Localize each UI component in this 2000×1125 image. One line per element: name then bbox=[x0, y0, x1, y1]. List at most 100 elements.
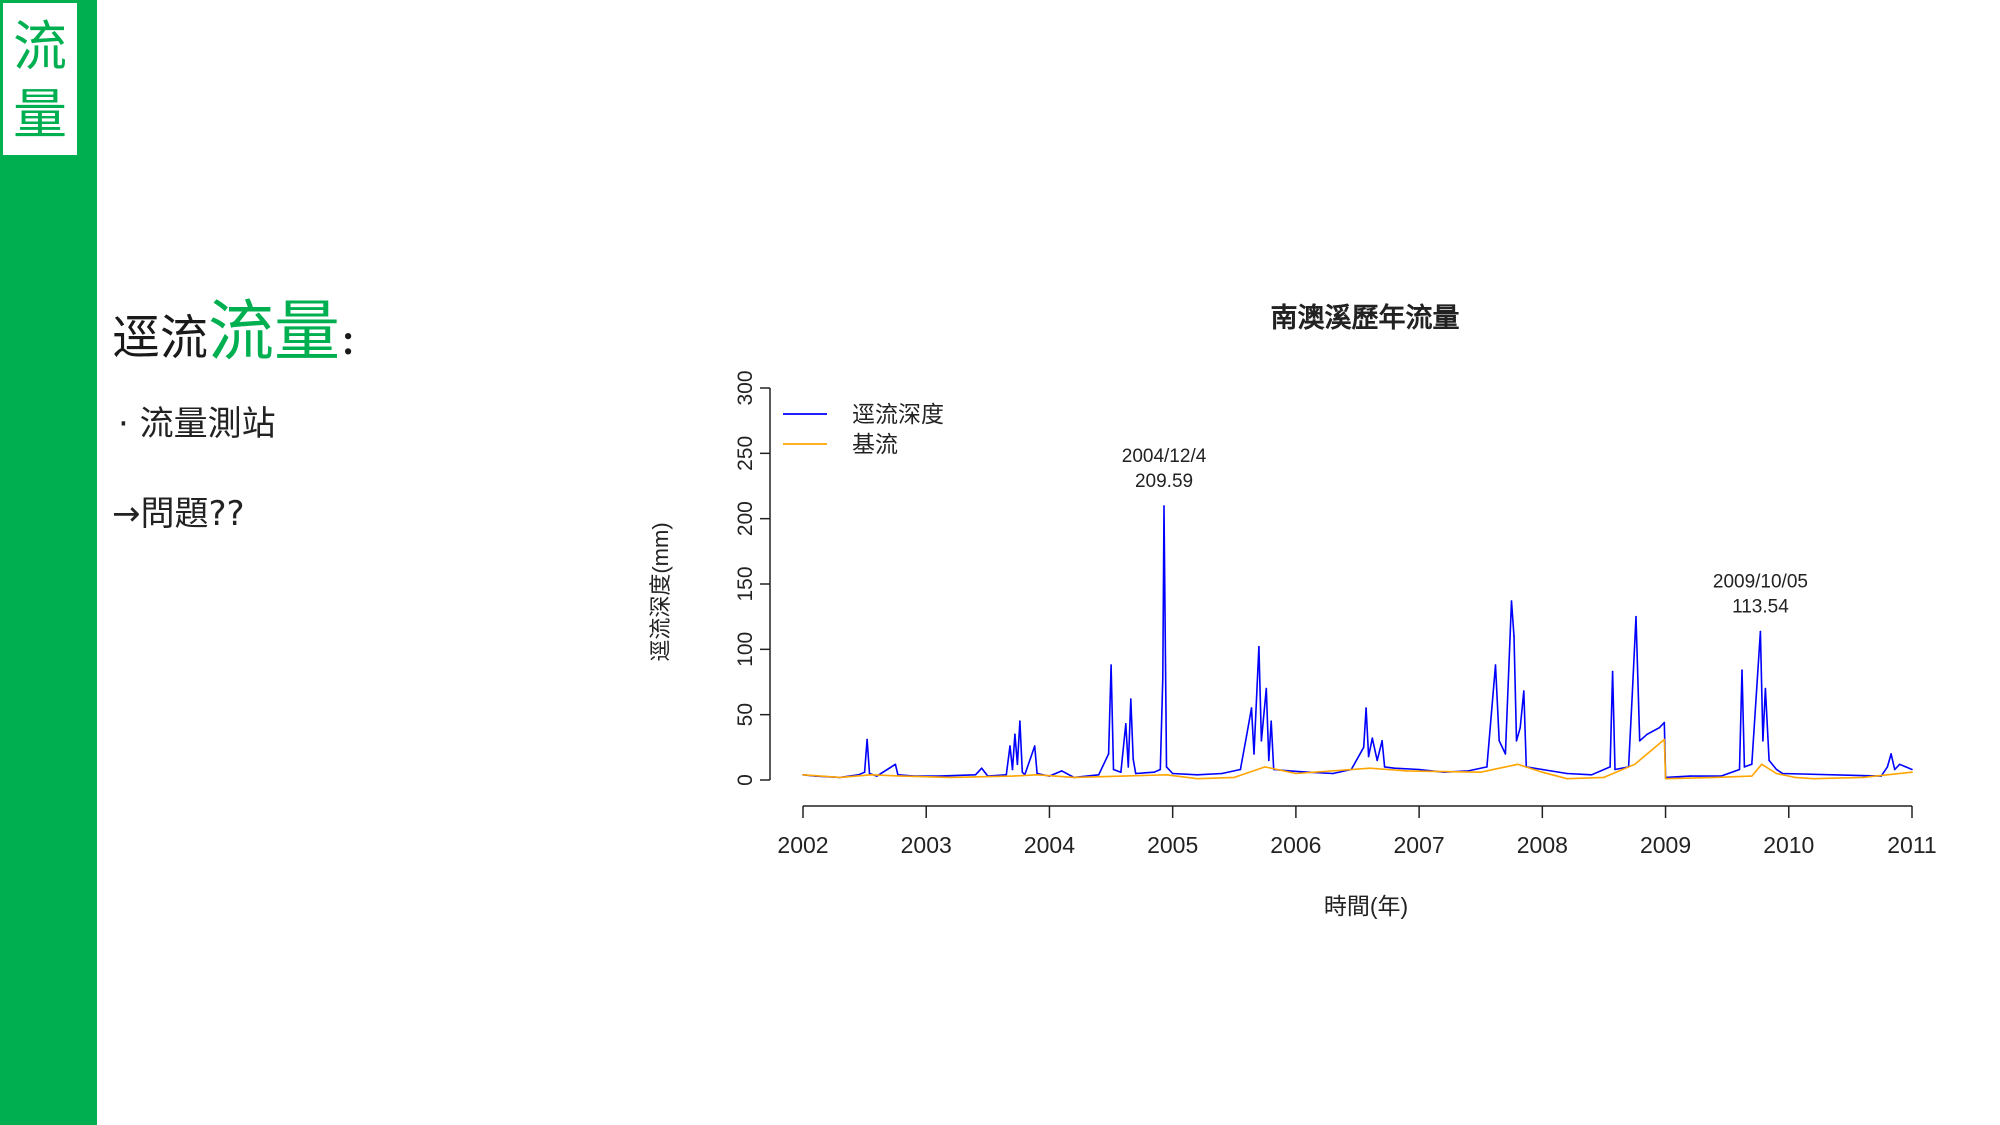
runoff-depth-point bbox=[1911, 768, 1913, 771]
slide-title: 逕流流量: bbox=[112, 278, 356, 374]
x-tick-label: 2002 bbox=[777, 832, 828, 858]
runoff-depth-point bbox=[1265, 687, 1268, 690]
runoff-depth-point bbox=[1510, 600, 1513, 602]
runoff-depth-point bbox=[1768, 759, 1770, 762]
runoff-depth-point bbox=[1519, 726, 1521, 729]
runoff-depth-point bbox=[1132, 758, 1134, 760]
y-tick-label: 100 bbox=[734, 632, 757, 667]
runoff-depth-point bbox=[1061, 770, 1063, 772]
runoff-depth-point bbox=[863, 771, 866, 773]
y-axis: 0 50 100 150 200 250 300 bbox=[734, 370, 771, 786]
runoff-depth-point bbox=[1112, 768, 1115, 771]
chart-title: 南澳溪歷年流量 bbox=[1271, 302, 1460, 333]
sidebar-bar: 流 量 bbox=[0, 0, 97, 1125]
runoff-depth-point bbox=[1245, 734, 1248, 737]
runoff-depth-point bbox=[1515, 740, 1518, 742]
runoff-depth-point bbox=[1165, 766, 1168, 768]
baseflow-point bbox=[950, 776, 952, 779]
runoff-depth-point bbox=[1893, 768, 1896, 771]
baseflow-point bbox=[1911, 771, 1913, 773]
baseflow-point bbox=[1566, 777, 1568, 780]
runoff-chart: 南澳溪歷年流量 逕流深度(mm) 時間(年) 0 50 100 150 200 250 30… bbox=[648, 302, 1937, 919]
runoff-depth-point bbox=[1751, 763, 1753, 766]
runoff-depth-point bbox=[1097, 774, 1100, 776]
runoff-depth-point bbox=[1523, 690, 1525, 692]
y-tick-label: 250 bbox=[734, 436, 757, 471]
baseflow-point bbox=[1406, 770, 1408, 772]
y-tick-label: 200 bbox=[734, 501, 757, 536]
runoff-depth-point bbox=[1376, 759, 1378, 762]
runoff-depth-point bbox=[1268, 759, 1270, 762]
x-tick-label: 2009 bbox=[1640, 832, 1691, 858]
runoff-depth-point bbox=[1689, 775, 1691, 777]
peak-value-label: 113.54 bbox=[1732, 597, 1789, 618]
runoff-depth-point bbox=[1638, 740, 1641, 742]
runoff-depth-point bbox=[1759, 630, 1762, 633]
runoff-depth-point bbox=[1381, 740, 1383, 742]
baseflow-point bbox=[1369, 767, 1371, 769]
x-tick-label: 2006 bbox=[1270, 832, 1321, 858]
x-tick-label: 2003 bbox=[901, 832, 952, 858]
runoff-depth-point bbox=[1258, 645, 1260, 648]
runoff-depth-point bbox=[1609, 766, 1611, 768]
y-tick-label: 300 bbox=[734, 370, 757, 405]
runoff-depth-point bbox=[1741, 669, 1743, 671]
peak-value-label: 209.59 bbox=[1135, 471, 1193, 492]
runoff-depth-point bbox=[1162, 677, 1164, 679]
runoff-depth-point bbox=[1011, 768, 1014, 771]
runoff-depth-point bbox=[1153, 771, 1155, 773]
baseflow-point bbox=[1295, 772, 1297, 775]
runoff-depth-point bbox=[1332, 772, 1334, 775]
runoff-depth-point bbox=[1163, 505, 1165, 507]
baseflow-point bbox=[1541, 771, 1544, 773]
x-tick-label: 2008 bbox=[1517, 832, 1568, 858]
runoff-depth-point bbox=[1486, 766, 1488, 768]
x-tick-label: 2010 bbox=[1763, 832, 1814, 858]
runoff-depth-point bbox=[1631, 693, 1634, 695]
baseflow-point bbox=[1634, 763, 1636, 766]
baseflow-point bbox=[1196, 777, 1199, 780]
runoff-depth-point bbox=[1498, 740, 1500, 742]
baseflow-point bbox=[900, 775, 903, 777]
runoff-depth-point bbox=[1014, 733, 1016, 736]
runoff-depth-point bbox=[1127, 766, 1130, 768]
baseflow-line bbox=[802, 738, 1913, 780]
sidebar-char-2: 量 bbox=[13, 83, 67, 146]
y-tick-label: 150 bbox=[734, 566, 757, 601]
baseflow-point bbox=[1861, 776, 1864, 779]
runoff-depth-point bbox=[1764, 687, 1767, 690]
y-tick-label: 0 bbox=[734, 774, 757, 786]
runoff-depth-point bbox=[1016, 763, 1019, 766]
baseflow-point bbox=[1760, 763, 1763, 766]
baseflow-point bbox=[1036, 774, 1038, 776]
runoff-depth-point bbox=[1743, 766, 1746, 768]
y-tick-label: 50 bbox=[734, 703, 757, 726]
runoff-depth-point bbox=[1504, 753, 1507, 755]
sidebar-char-1: 流 bbox=[13, 15, 67, 78]
runoff-depth-point bbox=[1371, 737, 1374, 739]
runoff-depth-point bbox=[1005, 774, 1008, 776]
runoff-depth-point bbox=[1541, 768, 1544, 771]
runoff-depth-point bbox=[1590, 774, 1593, 776]
runoff-depth-point bbox=[1270, 720, 1272, 722]
runoff-depth-point bbox=[1134, 772, 1137, 775]
runoff-depth-point bbox=[1886, 766, 1889, 768]
series-layer bbox=[802, 505, 1913, 780]
baseflow-point bbox=[870, 774, 872, 776]
runoff-depth-point bbox=[1663, 721, 1666, 724]
baseflow-point bbox=[802, 774, 804, 776]
x-tick-label: 2005 bbox=[1147, 832, 1198, 858]
runoff-depth-point bbox=[980, 767, 983, 769]
runoff-depth-point bbox=[1383, 766, 1386, 768]
runoff-depth-point bbox=[1107, 753, 1110, 755]
runoff-depth-point bbox=[1393, 767, 1396, 769]
runoff-depth-point bbox=[1614, 768, 1616, 771]
runoff-depth-point bbox=[1362, 746, 1365, 749]
baseflow-point bbox=[1516, 763, 1519, 766]
runoff-depth-point bbox=[1171, 772, 1174, 775]
baseflow-point bbox=[1775, 772, 1778, 775]
runoff-depth-point bbox=[1418, 768, 1420, 771]
bullet-flow-station: · 流量測站 bbox=[118, 404, 276, 444]
runoff-depth-point bbox=[1033, 745, 1036, 747]
